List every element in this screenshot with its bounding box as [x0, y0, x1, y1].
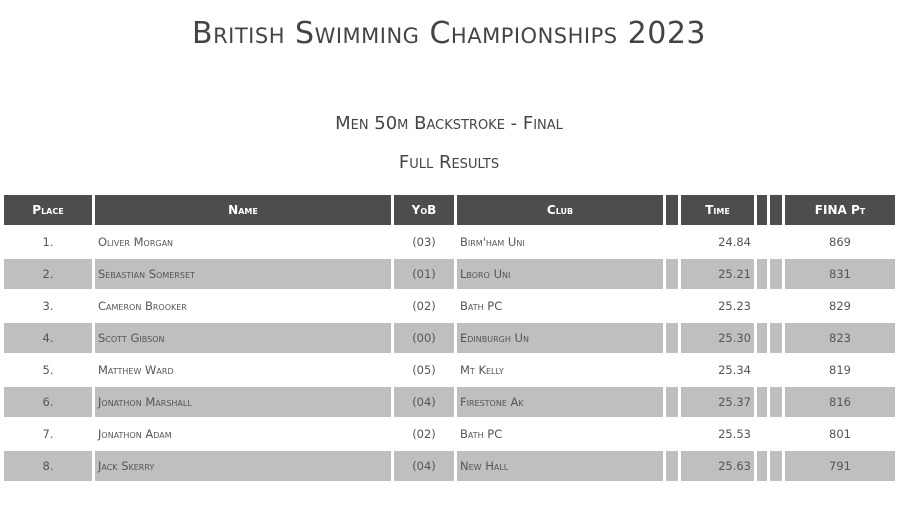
cell-club: Birm'ham Uni	[457, 227, 663, 257]
table-row: 7. Jonathon Adam (02) Bath PC 25.53 801	[4, 419, 895, 449]
cell-name: Jonathon Marshall	[95, 387, 391, 417]
cell-spacer	[770, 451, 782, 481]
table-row: 4. Scott Gibson (00) Edinburgh Un 25.30 823	[4, 323, 895, 353]
cell-yob: (02)	[394, 291, 454, 321]
cell-spacer	[757, 355, 767, 385]
cell-club: New Hall	[457, 451, 663, 481]
cell-time: 24.84	[681, 227, 754, 257]
cell-spacer	[757, 227, 767, 257]
cell-club: Bath PC	[457, 419, 663, 449]
cell-spacer	[757, 419, 767, 449]
cell-place: 6.	[4, 387, 92, 417]
cell-spacer	[757, 323, 767, 353]
cell-fina: 816	[785, 387, 895, 417]
results-subtitle: Full Results	[398, 152, 500, 173]
header-spacer	[666, 195, 678, 225]
cell-name: Jonathon Adam	[95, 419, 391, 449]
cell-club: Bath PC	[457, 291, 663, 321]
cell-name: Cameron Brooker	[95, 291, 391, 321]
header-fina: FINA Pt	[785, 195, 895, 225]
cell-yob: (04)	[394, 387, 454, 417]
cell-spacer	[770, 355, 782, 385]
cell-place: 8.	[4, 451, 92, 481]
cell-name: Matthew Ward	[95, 355, 391, 385]
cell-club: Edinburgh Un	[457, 323, 663, 353]
cell-name: Oliver Morgan	[95, 227, 391, 257]
cell-spacer	[666, 291, 678, 321]
header-spacer	[770, 195, 782, 225]
header-spacer	[757, 195, 767, 225]
cell-spacer	[666, 387, 678, 417]
cell-spacer	[666, 419, 678, 449]
table-row: 2. Sebastian Somerset (01) Lboro Uni 25.21 83…	[4, 259, 895, 289]
cell-spacer	[757, 451, 767, 481]
cell-fina: 829	[785, 291, 895, 321]
cell-fina: 823	[785, 323, 895, 353]
header-row: Place Name YoB Club Time FINA Pt	[4, 195, 895, 225]
cell-yob: (04)	[394, 451, 454, 481]
cell-name: Sebastian Somerset	[95, 259, 391, 289]
table-row: 6. Jonathon Marshall (04) Firestone Ak 25.37…	[4, 387, 895, 417]
cell-yob: (05)	[394, 355, 454, 385]
cell-time: 25.37	[681, 387, 754, 417]
cell-spacer	[666, 355, 678, 385]
cell-fina: 791	[785, 451, 895, 481]
cell-spacer	[770, 387, 782, 417]
cell-fina: 831	[785, 259, 895, 289]
cell-place: 4.	[4, 323, 92, 353]
table-row: 8. Jack Skerry (04) New Hall 25.63 791	[4, 451, 895, 481]
cell-time: 25.23	[681, 291, 754, 321]
cell-time: 25.53	[681, 419, 754, 449]
cell-time: 25.21	[681, 259, 754, 289]
header-time: Time	[681, 195, 754, 225]
header-club: Club	[457, 195, 663, 225]
header-place: Place	[4, 195, 92, 225]
cell-spacer	[666, 451, 678, 481]
cell-club: Lboro Uni	[457, 259, 663, 289]
cell-yob: (01)	[394, 259, 454, 289]
cell-place: 2.	[4, 259, 92, 289]
cell-spacer	[770, 227, 782, 257]
cell-time: 25.30	[681, 323, 754, 353]
cell-time: 25.34	[681, 355, 754, 385]
results-table: Place Name YoB Club Time FINA Pt 1. Olive…	[1, 193, 898, 483]
cell-place: 7.	[4, 419, 92, 449]
cell-place: 3.	[4, 291, 92, 321]
table-row: 3. Cameron Brooker (02) Bath PC 25.23 829	[4, 291, 895, 321]
cell-place: 5.	[4, 355, 92, 385]
event-title: Men 50m Backstroke - Final	[335, 113, 563, 134]
cell-spacer	[757, 259, 767, 289]
page-title: British Swimming Championships 2023	[191, 16, 706, 51]
cell-fina: 869	[785, 227, 895, 257]
cell-spacer	[666, 227, 678, 257]
cell-name: Jack Skerry	[95, 451, 391, 481]
cell-spacer	[770, 323, 782, 353]
table-row: 1. Oliver Morgan (03) Birm'ham Uni 24.84 869	[4, 227, 895, 257]
cell-spacer	[770, 419, 782, 449]
cell-club: Mt Kelly	[457, 355, 663, 385]
cell-yob: (02)	[394, 419, 454, 449]
header-name: Name	[95, 195, 391, 225]
cell-spacer	[757, 291, 767, 321]
cell-time: 25.63	[681, 451, 754, 481]
cell-spacer	[770, 259, 782, 289]
cell-name: Scott Gibson	[95, 323, 391, 353]
cell-fina: 819	[785, 355, 895, 385]
cell-spacer	[770, 291, 782, 321]
cell-yob: (00)	[394, 323, 454, 353]
cell-spacer	[666, 259, 678, 289]
header-yob: YoB	[394, 195, 454, 225]
table-row: 5. Matthew Ward (05) Mt Kelly 25.34 819	[4, 355, 895, 385]
cell-spacer	[666, 323, 678, 353]
cell-spacer	[757, 387, 767, 417]
cell-fina: 801	[785, 419, 895, 449]
cell-club: Firestone Ak	[457, 387, 663, 417]
cell-yob: (03)	[394, 227, 454, 257]
cell-place: 1.	[4, 227, 92, 257]
